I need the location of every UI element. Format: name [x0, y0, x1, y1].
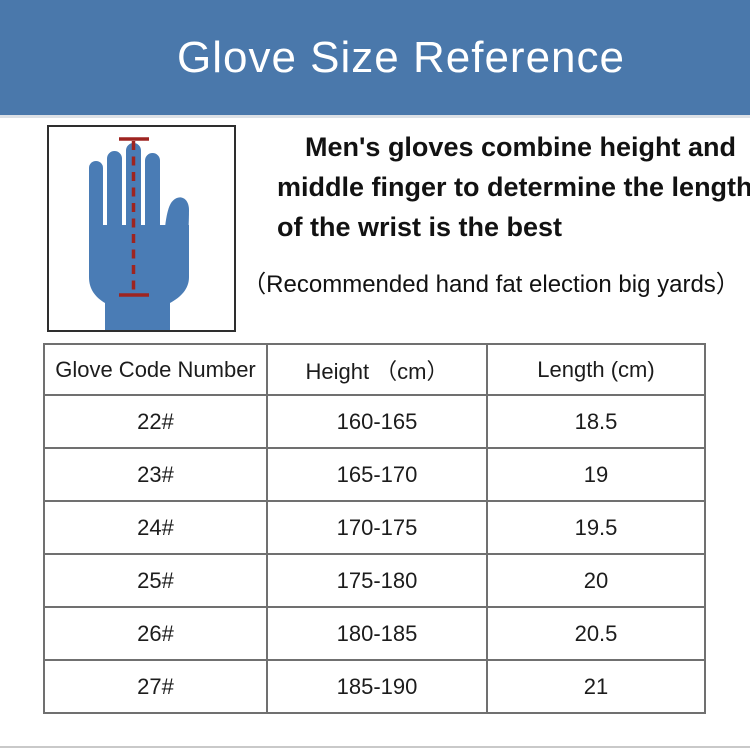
- page-title: Glove Size Reference: [177, 32, 625, 82]
- cell-length: 20.5: [486, 606, 706, 661]
- col-header-length: Length (cm): [486, 343, 706, 396]
- pinky-finger: [89, 161, 103, 241]
- header-banner: Glove Size Reference: [0, 0, 750, 118]
- cell-height: 160-165: [266, 394, 488, 449]
- cell-height: 165-170: [266, 447, 488, 502]
- cell-height: 180-185: [266, 606, 488, 661]
- cell-height: 175-180: [266, 553, 488, 608]
- cell-length: 19: [486, 447, 706, 502]
- description-line-1: Men's gloves combine height and: [305, 132, 736, 162]
- palm-and-wrist: [89, 225, 189, 330]
- cell-length: 19.5: [486, 500, 706, 555]
- description-line-2: middle finger to determine the length: [277, 172, 750, 202]
- cell-code: 27#: [43, 659, 268, 714]
- cell-code: 24#: [43, 500, 268, 555]
- table-row: 25# 175-180 20: [43, 553, 706, 608]
- bottom-divider: [0, 746, 750, 748]
- cell-height: 170-175: [266, 500, 488, 555]
- cell-code: 23#: [43, 447, 268, 502]
- cell-code: 22#: [43, 394, 268, 449]
- table-row: 22# 160-165 18.5: [43, 394, 706, 449]
- measurement-line: [119, 137, 149, 297]
- table-row: 26# 180-185 20.5: [43, 606, 706, 661]
- table-row: 24# 170-175 19.5: [43, 500, 706, 555]
- table-row: 27# 185-190 21: [43, 659, 706, 714]
- cell-height: 185-190: [266, 659, 488, 714]
- description-line-3: of the wrist is the best: [277, 212, 563, 242]
- hand-illustration-box: [47, 125, 236, 332]
- index-finger: [145, 153, 160, 243]
- col-header-height: Height （cm）: [266, 343, 488, 396]
- ring-finger: [107, 151, 122, 241]
- cell-length: 20: [486, 553, 706, 608]
- hand-glyph: [89, 143, 189, 330]
- description-text: Men's gloves combine height and middle f…: [277, 127, 750, 247]
- table-row: 23# 165-170 19: [43, 447, 706, 502]
- cell-code: 26#: [43, 606, 268, 661]
- recommendation-note: （Recommended hand fat election big yards…: [242, 271, 740, 298]
- cell-length: 21: [486, 659, 706, 714]
- cell-code: 25#: [43, 553, 268, 608]
- col-header-glove-code: Glove Code Number: [43, 343, 268, 396]
- size-table: Glove Code Number Height （cm） Length (cm…: [43, 343, 706, 714]
- hand-measurement-icon: [89, 137, 189, 330]
- cell-length: 18.5: [486, 394, 706, 449]
- size-table-header-row: Glove Code Number Height （cm） Length (cm…: [43, 343, 706, 396]
